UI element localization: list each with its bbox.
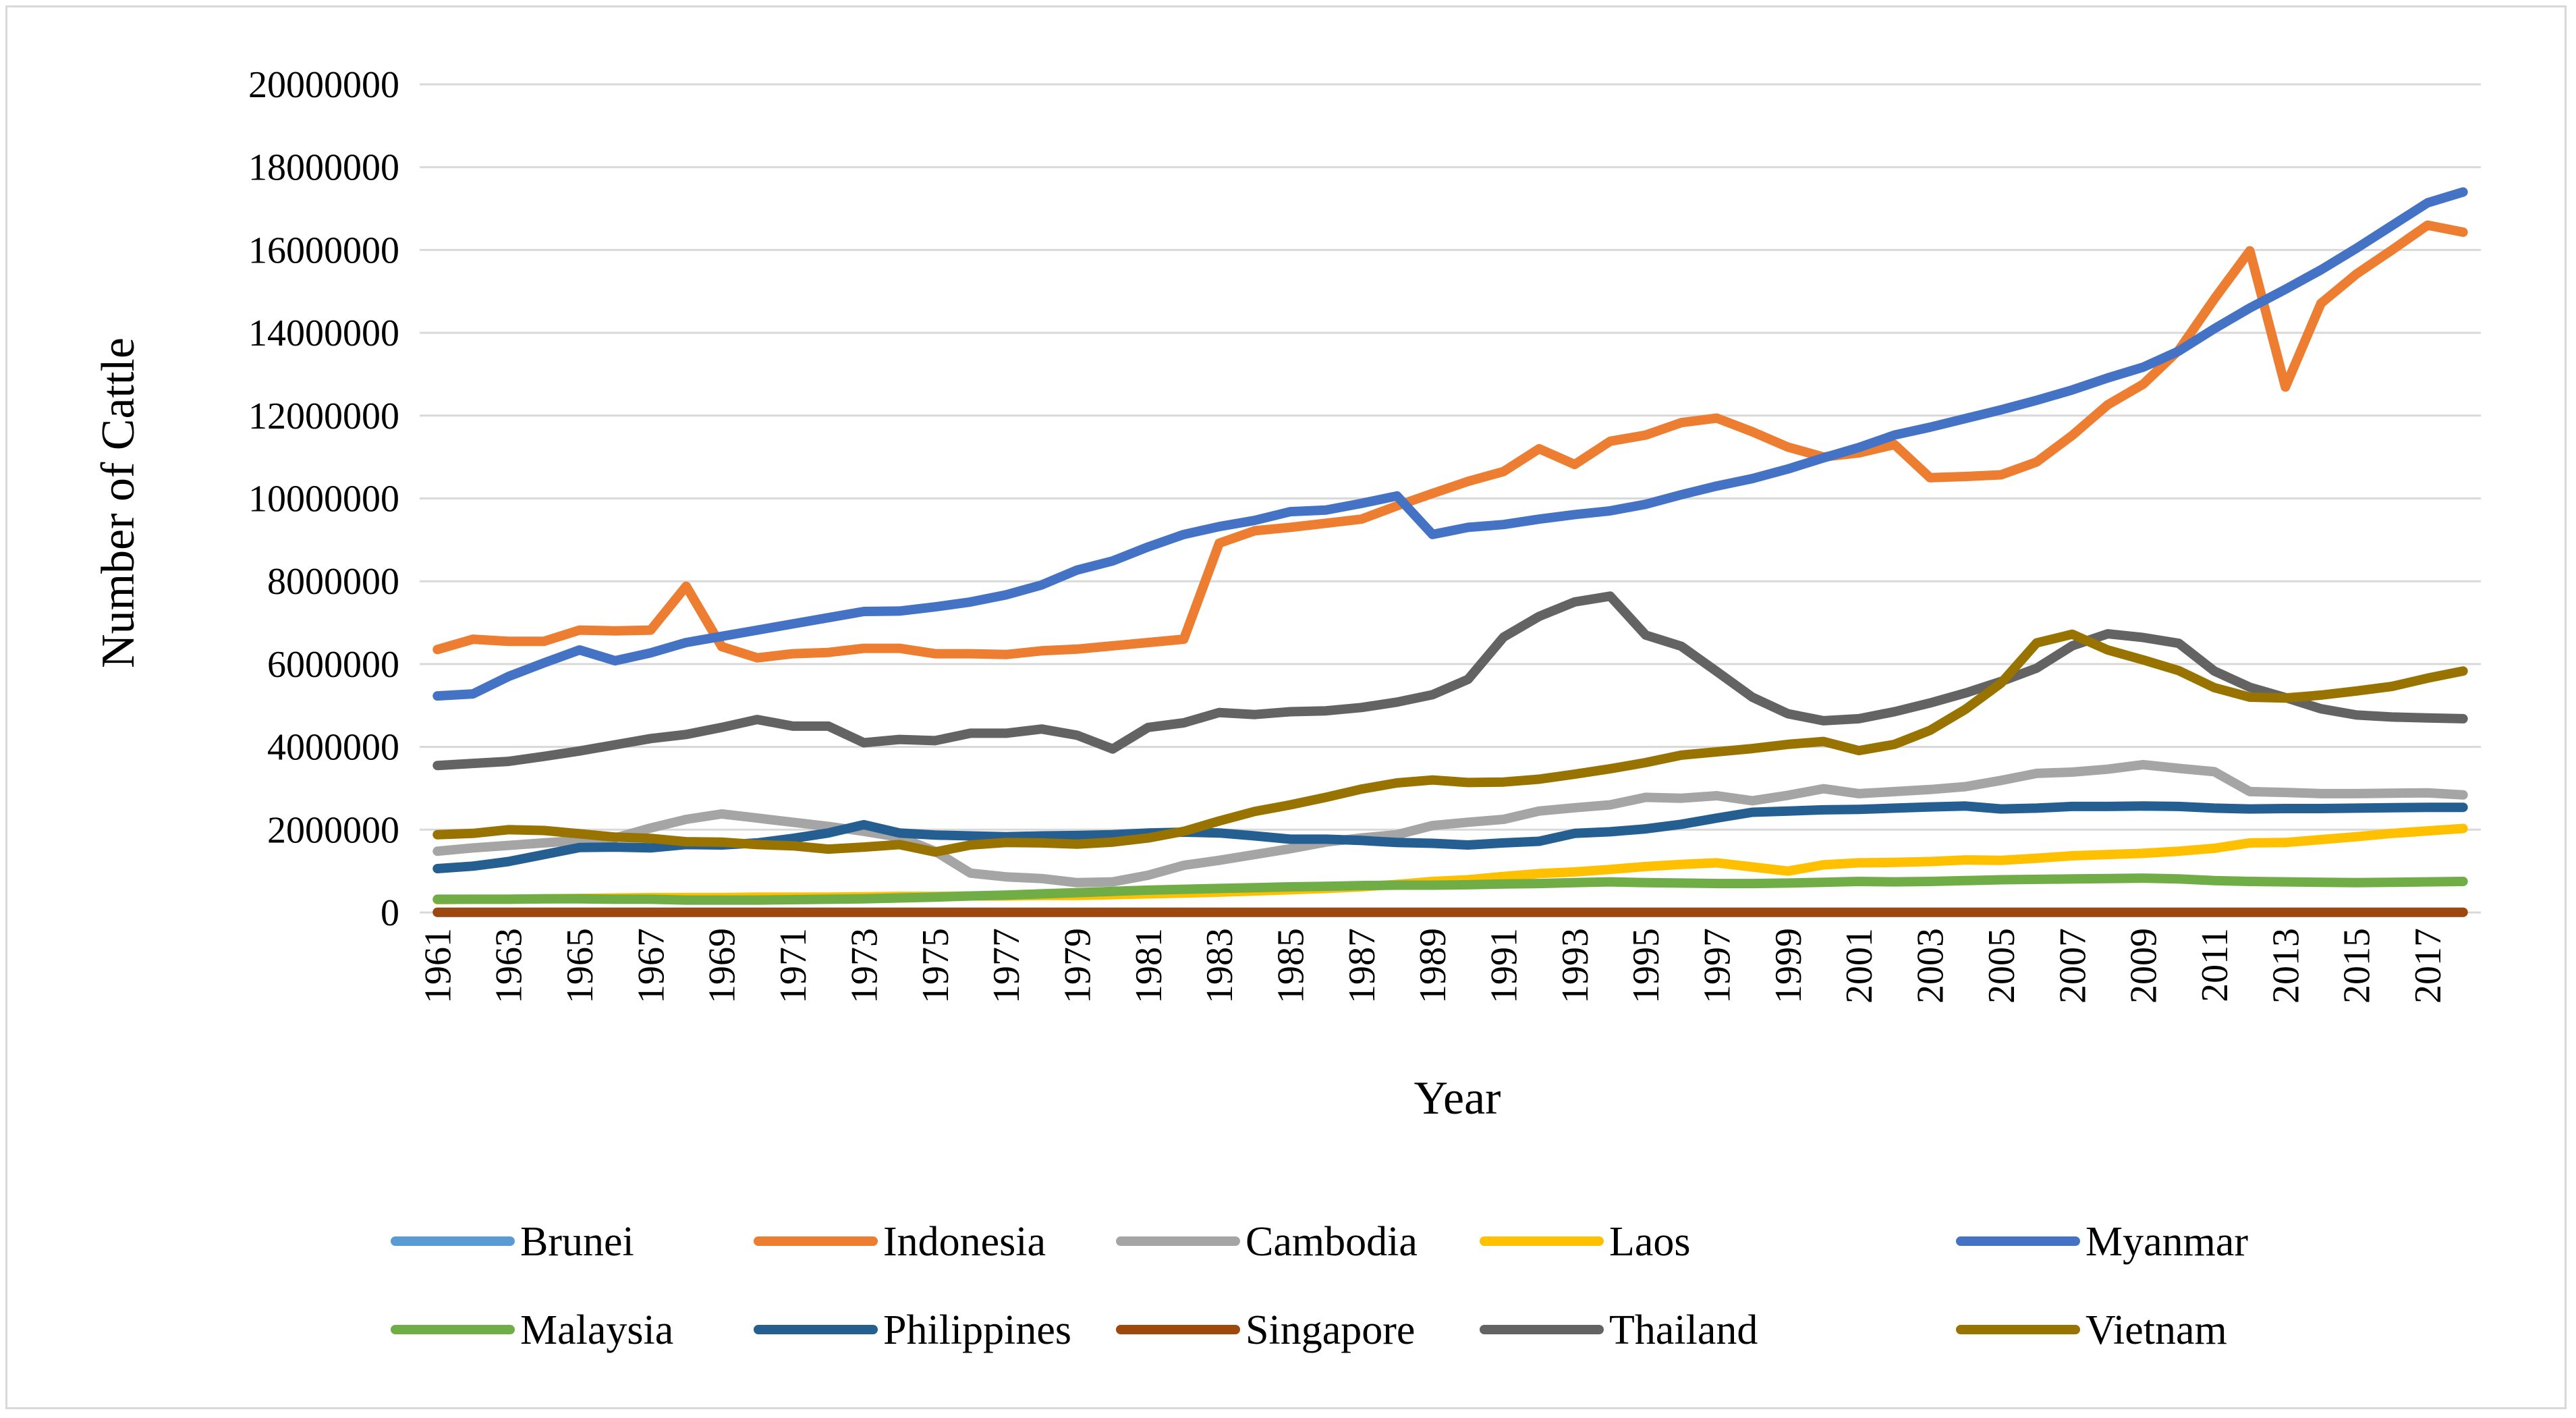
x-tick-label: 1963: [488, 928, 530, 1004]
legend-label-vietnam: Vietnam: [2085, 1307, 2227, 1353]
x-tick-label: 2017: [2407, 928, 2449, 1004]
x-tick-label: 1997: [1697, 928, 1739, 1004]
series-line-cambodia: [432, 760, 2468, 888]
series-lines: [432, 187, 2468, 917]
x-tick-label: 2009: [2123, 928, 2165, 1004]
legend-label-thailand: Thailand: [1609, 1307, 1758, 1353]
x-tick-label: 1983: [1199, 928, 1241, 1004]
gridlines: [420, 83, 2481, 831]
legend-label-malaysia: Malaysia: [520, 1307, 673, 1353]
x-tick-label: 1987: [1341, 928, 1383, 1004]
x-tick-label: 1985: [1270, 928, 1312, 1004]
x-tick-label: 1991: [1484, 928, 1525, 1004]
series-line-indonesia: [432, 220, 2468, 663]
x-tick-label: 1969: [702, 928, 744, 1004]
y-tick-label: 18000000: [248, 147, 399, 189]
x-axis-tick-labels: 1961 1963 1965 1967 1969 1971 1973 1975 1977 1979…: [417, 928, 2449, 1004]
x-tick-label: 1971: [773, 928, 814, 1004]
x-tick-label: 2005: [1981, 928, 2023, 1004]
x-tick-label: 1973: [843, 928, 885, 1004]
legend-label-myanmar: Myanmar: [2085, 1219, 2248, 1265]
x-tick-label: 1993: [1555, 928, 1596, 1004]
x-tick-label: 2011: [2194, 928, 2236, 1002]
y-tick-label: 0: [381, 892, 399, 934]
legend-label-singapore: Singapore: [1245, 1307, 1415, 1353]
series-line-vietnam: [432, 629, 2468, 857]
x-tick-label: 1999: [1768, 928, 1810, 1004]
x-tick-label: 2001: [1839, 928, 1880, 1004]
legend-label-cambodia: Cambodia: [1245, 1219, 1418, 1265]
y-tick-label: 2000000: [267, 809, 399, 851]
x-tick-label: 1967: [630, 928, 672, 1004]
y-tick-label: 10000000: [248, 479, 399, 520]
series-line-malaysia: [432, 873, 2468, 905]
x-tick-label: 1989: [1412, 928, 1454, 1004]
legend: Brunei Indonesia Cambodia Laos Myanmar Malays…: [391, 1219, 2248, 1353]
series-line-thailand: [432, 591, 2468, 771]
y-tick-label: 14000000: [248, 312, 399, 354]
y-axis-title: Number of Cattle: [92, 337, 144, 668]
x-tick-label: 1977: [986, 928, 1028, 1004]
x-tick-label: 2015: [2336, 928, 2378, 1004]
x-tick-label: 1995: [1625, 928, 1667, 1004]
x-tick-label: 2003: [1910, 928, 1952, 1004]
y-tick-label: 20000000: [248, 64, 399, 106]
x-tick-label: 1965: [559, 928, 601, 1004]
x-tick-label: 1981: [1128, 928, 1170, 1004]
x-tick-label: 2007: [2052, 928, 2094, 1004]
series-line-myanmar: [432, 187, 2468, 701]
x-axis-title: Year: [1414, 1072, 1501, 1124]
x-tick-label: 2013: [2265, 928, 2307, 1004]
y-tick-label: 8000000: [267, 561, 399, 603]
legend-label-indonesia: Indonesia: [883, 1219, 1046, 1265]
y-tick-label: 16000000: [248, 229, 399, 271]
y-tick-label: 4000000: [267, 727, 399, 769]
y-tick-label: 12000000: [248, 396, 399, 437]
x-tick-label: 1979: [1057, 928, 1098, 1004]
y-tick-label: 6000000: [267, 644, 399, 686]
legend-label-brunei: Brunei: [520, 1219, 634, 1265]
x-tick-label: 1975: [915, 928, 957, 1004]
x-tick-label: 1961: [417, 928, 459, 1004]
y-axis-tick-labels: 0 2000000 4000000 6000000 8000000 10000000 120…: [248, 64, 399, 934]
legend-label-laos: Laos: [1609, 1219, 1691, 1265]
legend-label-philippines: Philippines: [883, 1307, 1071, 1353]
